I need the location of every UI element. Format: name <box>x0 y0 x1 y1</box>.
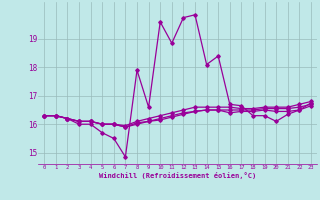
X-axis label: Windchill (Refroidissement éolien,°C): Windchill (Refroidissement éolien,°C) <box>99 172 256 179</box>
